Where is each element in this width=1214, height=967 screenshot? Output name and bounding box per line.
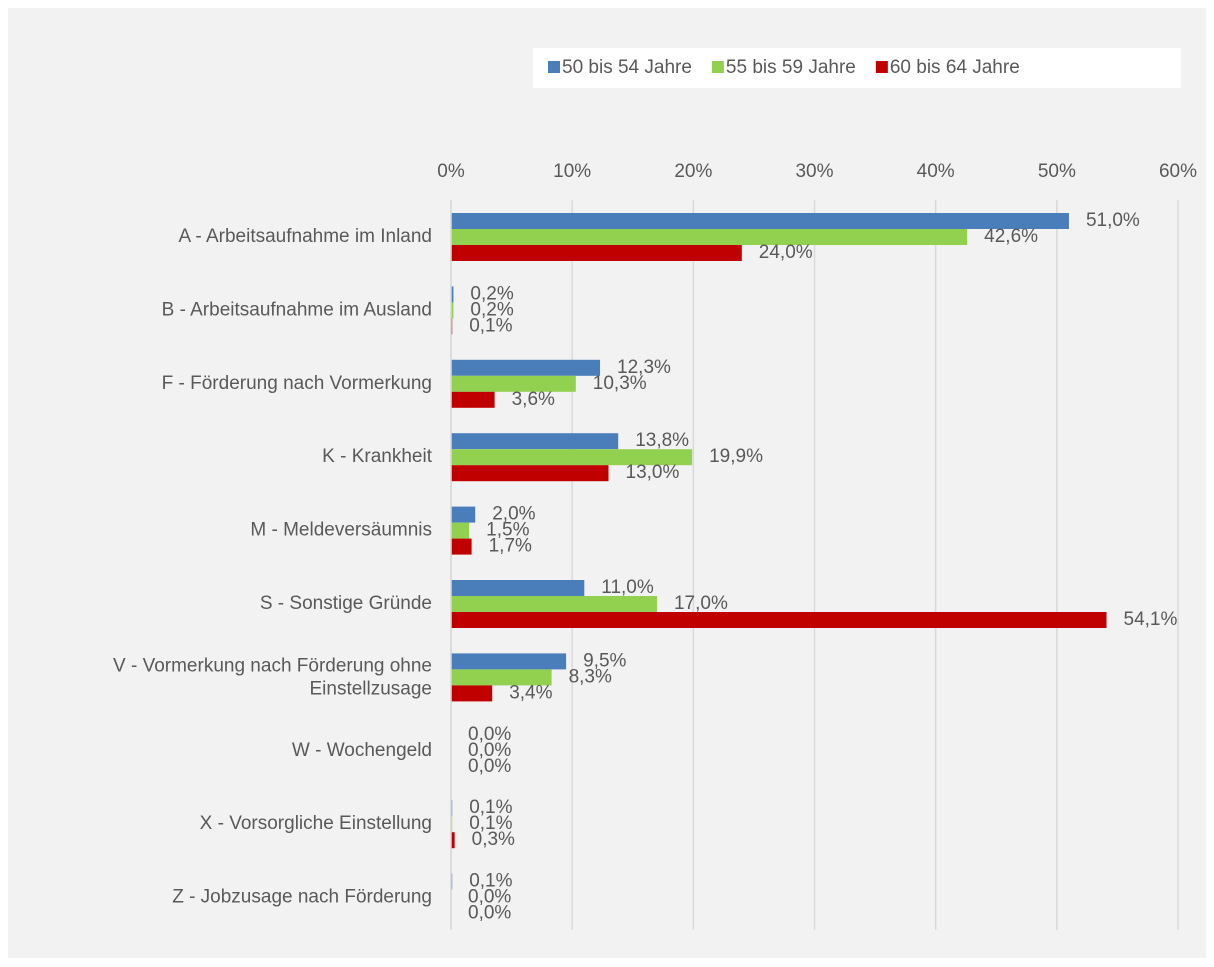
value-label: 54,1% — [1124, 609, 1178, 630]
x-tick-label: 10% — [553, 161, 591, 182]
value-label: 51,0% — [1086, 210, 1140, 231]
x-tick-label: 30% — [795, 161, 833, 182]
bar — [451, 375, 576, 392]
value-label: 13,0% — [626, 462, 680, 483]
bar — [451, 612, 1107, 628]
x-tick-label: 20% — [674, 161, 712, 182]
bar — [451, 229, 968, 245]
y-tick-label: Z - Jobzusage nach Förderung — [172, 887, 432, 908]
bar — [451, 433, 619, 450]
bar — [451, 465, 609, 482]
y-tick-label: S - Sonstige Gründe — [260, 593, 432, 614]
value-label: 0,2% — [470, 299, 513, 320]
value-label: 0,0% — [468, 756, 511, 777]
bar — [451, 653, 567, 670]
legend-swatch — [711, 61, 724, 73]
bar — [451, 685, 493, 702]
bar — [451, 522, 470, 539]
bar — [451, 213, 1069, 229]
x-tick-label: 50% — [1038, 161, 1076, 182]
bar — [451, 832, 455, 849]
plot-background — [8, 8, 1206, 958]
value-label: 42,6% — [984, 226, 1038, 247]
value-label: 13,8% — [635, 430, 689, 451]
value-label: 12,3% — [617, 357, 671, 378]
y-tick-label: B - Arbeitsaufnahme im Ausland — [162, 299, 432, 320]
bar — [451, 391, 495, 408]
value-label: 0,0% — [468, 740, 511, 761]
value-label: 0,1% — [469, 797, 512, 818]
legend-label: 60 bis 64 Jahre — [890, 57, 1020, 78]
value-label: 0,2% — [470, 283, 513, 304]
legend-label: 55 bis 59 Jahre — [726, 57, 856, 78]
legend-swatch — [875, 61, 888, 73]
bar — [451, 302, 454, 319]
value-label: 0,0% — [468, 903, 511, 924]
value-label: 11,0% — [601, 577, 654, 598]
x-tick-label: 40% — [917, 161, 955, 182]
value-label: 3,4% — [509, 682, 552, 703]
bar — [451, 580, 585, 596]
value-label: 0,1% — [469, 871, 512, 892]
value-label: 9,5% — [583, 650, 626, 671]
value-label: 19,9% — [709, 446, 763, 467]
bar — [451, 538, 472, 555]
bar — [451, 286, 454, 303]
value-label: 1,7% — [489, 536, 532, 557]
value-label: 0,0% — [468, 887, 511, 908]
value-label: 0,3% — [472, 829, 515, 850]
y-tick-label: X - Vorsorgliche Einstellung — [200, 813, 432, 834]
bar — [451, 506, 476, 523]
y-tick-label: F - Förderung nach Vormerkung — [162, 373, 432, 394]
bar — [451, 245, 742, 261]
value-label: 0,0% — [468, 724, 511, 745]
value-label: 0,1% — [469, 315, 512, 336]
bar — [451, 359, 601, 376]
x-tick-label: 60% — [1159, 161, 1197, 182]
legend-box — [533, 48, 1181, 88]
y-tick-label: K - Krankheit — [322, 446, 433, 467]
value-label: 1,5% — [486, 520, 529, 541]
y-tick-label: M - Meldeversäumnis — [250, 520, 432, 541]
value-label: 2,0% — [492, 504, 535, 525]
value-label: 10,3% — [593, 373, 647, 394]
value-label: 0,1% — [469, 813, 512, 834]
y-tick-label: A - Arbeitsaufnahme im Inland — [179, 226, 432, 247]
legend-label: 50 bis 54 Jahre — [562, 57, 692, 78]
value-label: 24,0% — [759, 242, 813, 263]
bar — [451, 669, 552, 686]
y-tick-label: W - Wochengeld — [292, 740, 432, 761]
x-tick-label: 0% — [437, 161, 465, 182]
y-tick-label: V - Vormerkung nach Förderung ohne Einst… — [113, 655, 432, 699]
value-label: 17,0% — [674, 593, 728, 614]
legend-swatch — [548, 61, 560, 73]
value-label: 3,6% — [512, 389, 555, 410]
bar — [451, 449, 693, 466]
value-label: 8,3% — [569, 666, 612, 687]
bar — [451, 596, 657, 612]
